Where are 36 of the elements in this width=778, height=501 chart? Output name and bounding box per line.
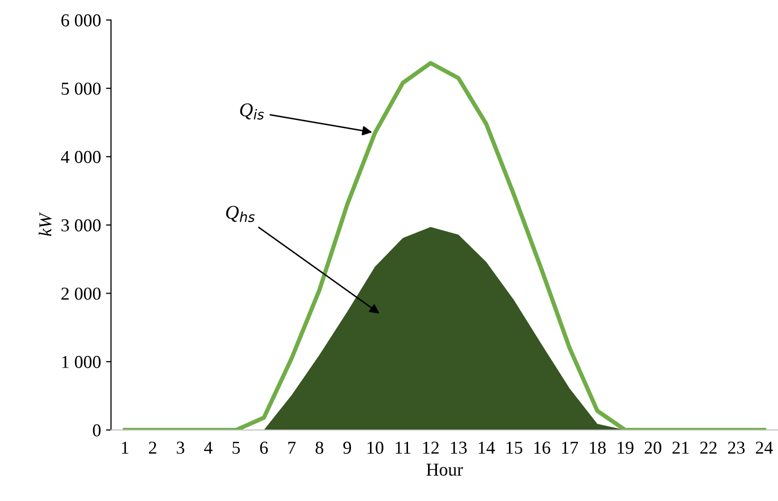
x-tick-label: 3 xyxy=(176,442,184,454)
annotation: Q$_{hs}$ xyxy=(226,206,255,222)
annotation: Q$_{is}$ xyxy=(240,103,264,120)
x-tick-label: 20 xyxy=(644,442,662,454)
x-tick-label: 6 xyxy=(260,442,268,454)
y-tick-label: 6 000 xyxy=(61,14,101,26)
x-tick-label: 9 xyxy=(343,442,352,454)
x-tick-label: 7 xyxy=(288,442,296,454)
x-tick-label: 24 xyxy=(756,442,773,454)
x-tick-label: 11 xyxy=(396,442,410,454)
x-axis-title: Hour xyxy=(426,464,463,476)
x-tick-label: 13 xyxy=(450,442,467,454)
x-tick-label: 18 xyxy=(590,442,606,454)
x-tick-label: 16 xyxy=(534,442,550,454)
x-tick-label: 19 xyxy=(618,442,634,454)
x-tick-label: 2 xyxy=(148,442,156,454)
line-series xyxy=(122,60,766,430)
x-tick-label: 21 xyxy=(672,442,689,454)
x-tick-label: 12 xyxy=(423,442,439,454)
x-tick-label: 1 xyxy=(122,442,128,454)
y-tick-label: 4 000 xyxy=(61,150,101,164)
y-tick-label: 2 000 xyxy=(61,288,101,300)
y-tick-label: 5 000 xyxy=(62,82,101,95)
x-tick-label: 23 xyxy=(728,442,745,454)
y-tick-label: 0 xyxy=(92,424,101,436)
x-tick-label: 22 xyxy=(700,442,717,454)
x-tick-label: 8 xyxy=(316,442,324,454)
x-tick-label: 5 xyxy=(232,442,240,454)
x-tick-label: 17 xyxy=(562,442,578,454)
y-tick-label: 1 000 xyxy=(62,356,101,368)
x-tick-label: 10 xyxy=(368,442,384,454)
x-tick-label: 15 xyxy=(506,442,522,454)
x-tick-label: 4 xyxy=(204,442,213,454)
x-tick-label: 14 xyxy=(478,442,495,454)
y-axis-title: kW xyxy=(38,212,52,236)
y-tick-label: 3 000 xyxy=(62,219,101,232)
